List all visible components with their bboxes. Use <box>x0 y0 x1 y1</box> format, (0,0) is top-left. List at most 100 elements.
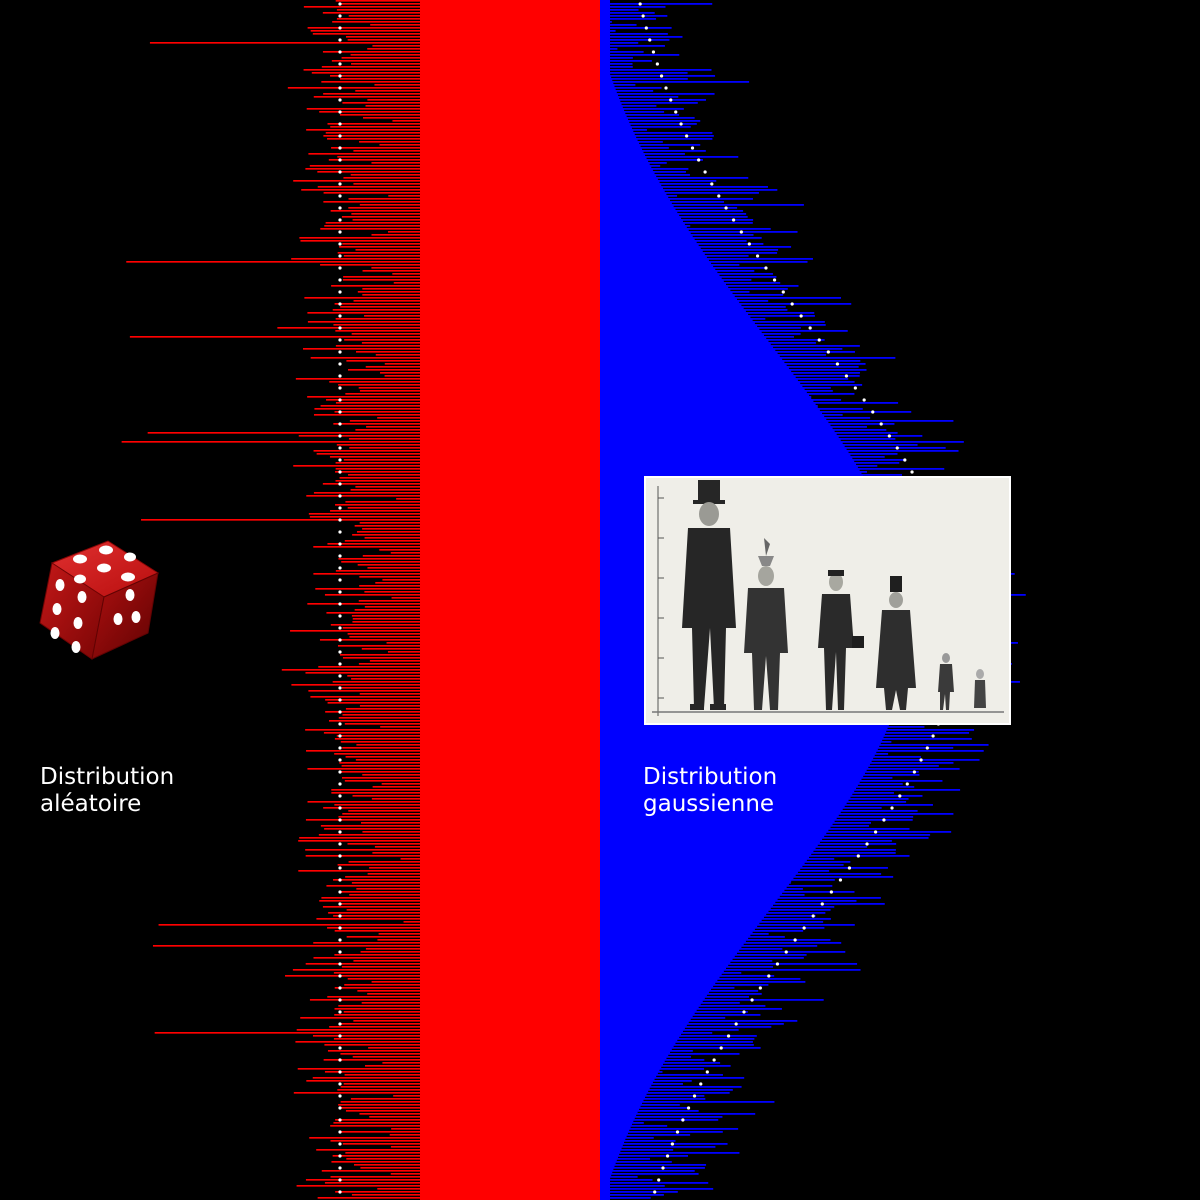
uniform-reference-dot <box>338 206 342 210</box>
gaussian-core-bar <box>600 1071 658 1075</box>
gaussian-core-bar <box>600 222 685 226</box>
gaussian-core-bar <box>600 96 620 100</box>
gaussian-core-bar <box>600 210 678 214</box>
gaussian-core-bar <box>600 966 727 970</box>
uniform-bar <box>335 468 600 470</box>
gaussian-reference-dot <box>838 878 843 882</box>
gaussian-core-bar <box>600 21 610 25</box>
gaussian-core-bar <box>600 9 610 13</box>
gaussian-reference-dot <box>685 134 689 138</box>
gaussian-core-bar <box>600 351 778 355</box>
uniform-bar <box>308 153 600 155</box>
uniform-bar <box>342 714 600 716</box>
uniform-bar <box>323 732 600 734</box>
uniform-bar <box>308 690 600 692</box>
uniform-bar <box>331 792 600 794</box>
gaussian-core-bar <box>600 807 843 811</box>
gaussian-core-bar <box>600 798 849 802</box>
gaussian-core-bar <box>600 867 801 871</box>
uniform-bar <box>310 30 600 32</box>
uniform-bar <box>349 894 600 896</box>
uniform-reference-dot <box>338 578 342 582</box>
uniform-bar <box>312 1077 600 1079</box>
gaussian-core-bar <box>600 786 857 790</box>
uniform-bar <box>349 636 600 638</box>
gaussian-reference-dot <box>802 926 806 930</box>
uniform-bar <box>364 315 600 317</box>
uniform-bar <box>305 855 600 857</box>
gaussian-core-bar <box>600 342 771 346</box>
uniform-reference-dot <box>338 542 342 546</box>
uniform-bar <box>358 600 600 602</box>
uniform-bar <box>360 1167 600 1169</box>
uniform-reference-dot <box>338 806 342 810</box>
gaussian-core-bar <box>600 333 764 337</box>
uniform-bar <box>350 489 600 491</box>
gaussian-reference-dot <box>692 1094 697 1098</box>
uniform-reference-dot <box>338 446 342 450</box>
uniform-bar <box>309 165 600 167</box>
gaussian-bar <box>600 1074 723 1076</box>
uniform-reference-dot <box>338 86 342 90</box>
gaussian-core-bar <box>600 1188 610 1192</box>
gaussian-core-bar <box>600 735 884 739</box>
uniform-bar <box>364 1065 600 1067</box>
uniform-reference-dot <box>338 710 342 714</box>
gaussian-core-bar <box>600 1131 628 1135</box>
uniform-bar <box>360 951 600 953</box>
gaussian-reference-dot <box>655 62 659 66</box>
uniform-bar <box>361 648 600 650</box>
gaussian-core-bar <box>600 738 883 742</box>
gaussian-core-bar <box>600 861 805 865</box>
uniform-bar <box>313 414 600 416</box>
uniform-bar <box>317 1197 600 1199</box>
gaussian-reference-dot <box>874 830 878 834</box>
gaussian-bar <box>600 1098 706 1100</box>
gaussian-core-bar <box>600 780 860 784</box>
uniform-bar <box>362 294 600 296</box>
uniform-bar <box>339 891 600 893</box>
gaussian-reference-dot <box>705 1070 709 1074</box>
gaussian-core-bar <box>600 1026 685 1030</box>
uniform-bar <box>345 1152 600 1154</box>
uniform-reference-dot <box>338 1034 342 1038</box>
gaussian-bar <box>600 102 698 104</box>
gaussian-core-bar <box>600 1164 615 1168</box>
uniform-reference-dot <box>338 530 342 534</box>
uniform-bar <box>321 1170 600 1172</box>
gaussian-core-bar <box>600 843 818 847</box>
uniform-bar <box>316 453 600 455</box>
gaussian-core-bar <box>600 174 657 178</box>
uniform-bar <box>334 753 600 755</box>
gaussian-core-bar <box>600 354 780 358</box>
gaussian-core-bar <box>600 753 875 757</box>
uniform-bar <box>343 276 600 278</box>
gaussian-label-line1: Distribution <box>643 764 778 790</box>
uniform-bar <box>365 366 600 368</box>
uniform-bar <box>348 438 600 440</box>
gaussian-bar <box>600 1086 742 1088</box>
uniform-bar <box>337 156 600 158</box>
uniform-bar <box>336 444 600 446</box>
gaussian-bar <box>600 42 639 44</box>
uniform-bar <box>347 39 600 41</box>
uniform-reference-dot <box>338 242 342 246</box>
gaussian-core-bar <box>600 171 655 175</box>
uniform-reference-dot <box>338 74 342 78</box>
gaussian-core-bar <box>600 1032 682 1036</box>
uniform-reference-dot <box>338 350 342 354</box>
uniform-bar <box>324 1071 600 1073</box>
gaussian-bar <box>600 57 633 59</box>
gaussian-core-bar <box>600 324 758 328</box>
uniform-reference-dot <box>338 482 342 486</box>
gaussian-bar <box>600 54 680 56</box>
uniform-bar <box>388 195 600 197</box>
uniform-bar <box>338 384 600 386</box>
uniform-bar <box>352 1056 600 1058</box>
uniform-bar <box>348 861 600 863</box>
gaussian-reference-dot <box>767 974 771 978</box>
uniform-bar <box>295 1041 600 1043</box>
uniform-bar <box>338 3 600 5</box>
gaussian-bar <box>600 1191 678 1193</box>
uniform-bar <box>317 186 600 188</box>
